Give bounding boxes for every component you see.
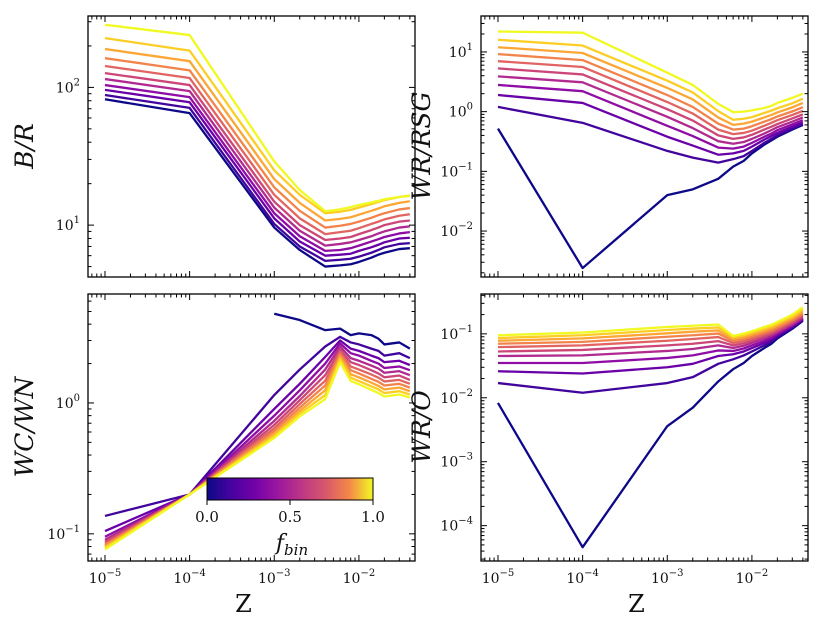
series-group <box>104 312 411 551</box>
series-line-fbin-0.2 <box>497 318 804 375</box>
x-tick-label: 10−3 <box>651 568 684 587</box>
series-line-fbin-0.8 <box>104 355 411 548</box>
x-axis-label: Z <box>235 590 252 618</box>
y-tick-label: 10−3 <box>440 452 473 471</box>
series-line-fbin-0.3 <box>497 83 804 150</box>
x-tick-label: 10−4 <box>173 568 206 587</box>
series-line-fbin-0.5 <box>497 315 804 353</box>
series-line-fbin-0.5 <box>104 348 411 543</box>
y-tick-label: 102 <box>56 77 80 96</box>
axes-frame <box>480 15 809 278</box>
colorbar-tick-label: 0.5 <box>278 508 302 526</box>
series-line-fbin-0.7 <box>497 52 804 131</box>
x-tick-label: 10−5 <box>482 568 515 587</box>
series-line-fbin-0.1 <box>497 105 804 164</box>
panel-top-right: 10−2 10−1 100 101 WR/RSG <box>407 15 809 278</box>
y-axis-label: WC/WN <box>10 375 39 477</box>
y-axis-label: WR/O <box>407 390 436 463</box>
y-tick-label: 101 <box>449 42 473 61</box>
series-line-fbin-0.6 <box>497 313 804 349</box>
x-tick-label: 10−2 <box>736 568 769 587</box>
y-axis-label: B/R <box>10 123 39 170</box>
x-tick-label: 10−2 <box>343 568 376 587</box>
series-line-fbin-0.3 <box>104 342 411 538</box>
series-line-fbin-0.5 <box>104 71 410 242</box>
colorbar-tick-label: 0.0 <box>195 508 219 526</box>
axes-frame <box>87 15 416 278</box>
x-tick-label: 10−3 <box>258 568 291 587</box>
series-line-fbin-0.4 <box>497 316 804 358</box>
y-tick-label: 10−2 <box>440 221 473 240</box>
series-line-fbin-0.9 <box>497 38 804 121</box>
y-tick-label: 10−4 <box>440 516 473 535</box>
axes-frame <box>480 293 809 562</box>
series-line-fbin-0.1 <box>497 319 804 394</box>
series-line-fbin-0.7 <box>104 353 411 547</box>
series-line-fbin-0.9 <box>497 308 804 340</box>
series-line-fbin-0.3 <box>497 317 804 365</box>
y-tick-label: 101 <box>56 215 80 234</box>
x-tick-label: 10−4 <box>566 568 599 587</box>
series-line-fbin-0.3 <box>104 83 411 253</box>
series-group <box>104 23 411 268</box>
series-line-fbin-0.6 <box>104 350 411 545</box>
series-line-fbin-1 <box>497 306 804 338</box>
series-line-fbin-0.6 <box>497 60 804 136</box>
series-line-fbin-0 <box>104 98 410 268</box>
panel-bottom-left: 10−5 10−4 10−3 10−2 10−1 100 WC/WN Z 0.0 0.5 1.0 fb… <box>10 293 416 618</box>
series-line-fbin-0.1 <box>104 93 410 263</box>
series-line-fbin-0.2 <box>104 88 410 257</box>
series-line-fbin-0.7 <box>104 57 411 229</box>
series-line-fbin-1 <box>497 30 804 114</box>
series-line-fbin-0 <box>496 319 804 549</box>
series-line-fbin-0.5 <box>497 67 804 141</box>
series-line-fbin-0.2 <box>497 93 804 156</box>
series-line-fbin-0.1 <box>104 335 411 518</box>
series-line-fbin-0.6 <box>104 64 411 236</box>
series-line-fbin-1 <box>104 23 410 213</box>
y-tick-label: 100 <box>449 102 473 121</box>
y-tick-label: 10−1 <box>440 161 473 180</box>
series-line-fbin-0.9 <box>104 358 411 549</box>
y-tick-label: 10−1 <box>440 324 473 343</box>
series-line-fbin-0.8 <box>497 46 804 127</box>
panel-bottom-right: 10−5 10−4 10−3 10−2 10−4 10−3 10−2 10−1 WR/O Z <box>407 293 809 618</box>
series-line-fbin-0.8 <box>497 310 804 342</box>
series-line-fbin-0 <box>496 123 804 270</box>
y-tick-label: 100 <box>56 393 80 412</box>
y-tick-label: 10−2 <box>440 388 473 407</box>
series-group <box>496 30 804 270</box>
series-line-fbin-0.2 <box>104 339 411 533</box>
colorbar-label: fbin <box>274 531 308 559</box>
colorbar-gradient <box>206 477 374 501</box>
series-group <box>496 306 804 549</box>
y-axis-label: WR/RSG <box>407 92 436 201</box>
colorbar-tick-label: 1.0 <box>361 508 385 526</box>
series-line-fbin-0.8 <box>104 47 411 222</box>
x-tick-label: 10−5 <box>89 568 122 587</box>
series-line-fbin-0.7 <box>497 312 804 345</box>
x-axis-label: Z <box>628 590 645 618</box>
panel-top-left: 101 102 B/R <box>10 15 416 278</box>
series-line-fbin-1 <box>104 361 411 551</box>
colorbar: 0.0 0.5 1.0 fbin <box>195 477 385 559</box>
series-line-fbin-0.4 <box>104 77 410 247</box>
series-line-fbin-0.4 <box>497 75 804 145</box>
series-line-fbin-0.4 <box>104 345 411 541</box>
axes-frame <box>87 293 416 562</box>
series-line-fbin-0 <box>273 312 411 350</box>
y-tick-label: 10−1 <box>47 524 80 543</box>
